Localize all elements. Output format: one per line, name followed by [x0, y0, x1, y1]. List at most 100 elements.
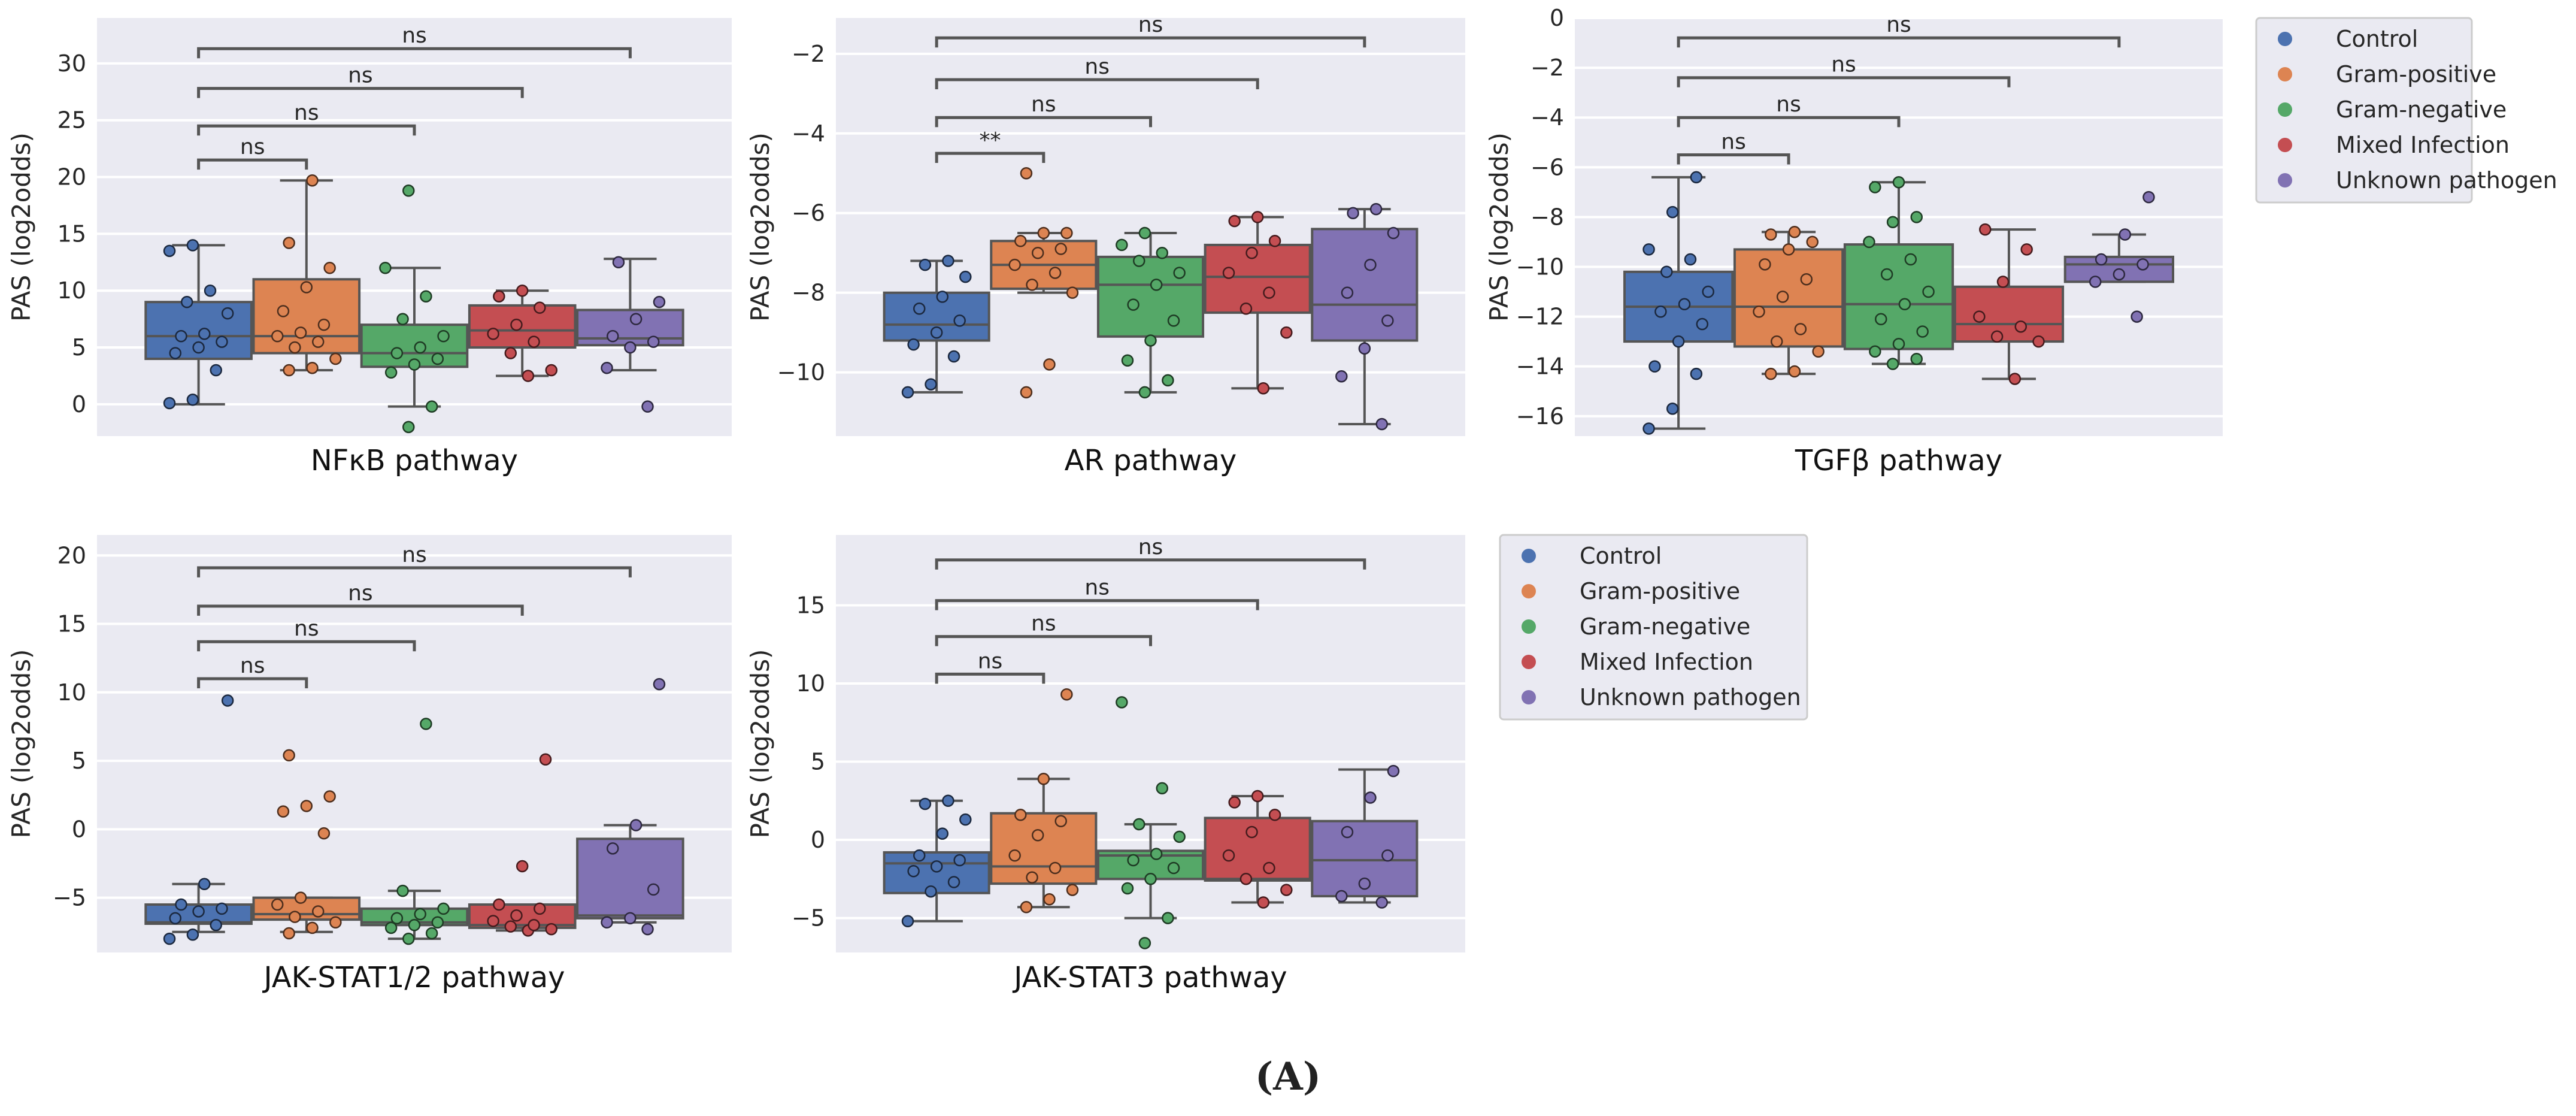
data-point [901, 386, 914, 399]
data-point [271, 329, 284, 343]
data-point [1228, 796, 1241, 809]
data-point [1863, 235, 1875, 249]
data-point [289, 341, 301, 354]
data-point [175, 329, 187, 343]
data-point [210, 364, 222, 377]
significance-label: ns [1776, 92, 1801, 117]
data-point [1173, 830, 1186, 843]
data-point [414, 341, 426, 354]
legend-marker [1522, 655, 1536, 669]
data-point [925, 885, 937, 898]
data-point [641, 923, 654, 936]
data-point [1875, 313, 1887, 325]
data-point [487, 915, 499, 927]
data-point [2095, 253, 2108, 266]
data-point [504, 920, 517, 933]
box-iqr [1843, 243, 1954, 350]
data-point [907, 338, 920, 351]
data-point [1973, 310, 1986, 323]
data-point [306, 921, 319, 934]
data-point [283, 927, 295, 940]
box-unknown-pathogen [1311, 764, 1419, 909]
y-tick-label: 0 [811, 827, 825, 853]
y-tick-label: 25 [57, 107, 86, 134]
x-axis-label: NFκB pathway [311, 444, 518, 477]
data-point [1156, 246, 1169, 259]
legend-marker [2278, 173, 2292, 187]
data-point [1263, 286, 1275, 299]
significance-label: ns [1084, 55, 1110, 79]
x-axis-label: JAK-STAT3 pathway [1012, 961, 1287, 994]
y-tick-label: −5 [53, 885, 86, 911]
data-point [1666, 403, 1679, 415]
data-point [384, 366, 398, 379]
data-point [1173, 267, 1186, 279]
data-point [510, 909, 523, 922]
data-point [1696, 317, 1709, 331]
legend-marker [1522, 549, 1536, 563]
data-point [294, 326, 307, 339]
box-mixed-infection [468, 753, 577, 937]
data-point [1381, 314, 1394, 327]
data-point [1060, 226, 1073, 240]
y-tick-label: −2 [792, 41, 825, 67]
data-point [1375, 896, 1388, 909]
data-point [186, 394, 199, 406]
legend-2: Control Gram-positive Gram-negative Mixed I… [1499, 534, 1808, 721]
box-iqr [1311, 228, 1419, 342]
box-iqr [1953, 285, 2065, 343]
data-point [1806, 235, 1819, 249]
y-tick-label: −6 [1531, 154, 1564, 180]
significance-label: ns [294, 101, 319, 125]
data-point [283, 364, 295, 377]
data-point [528, 919, 540, 931]
data-point [1222, 849, 1235, 862]
data-point [959, 813, 972, 826]
data-point [1996, 276, 2010, 288]
data-point [2119, 228, 2132, 241]
figure-panel-label: (A) [1254, 1054, 1322, 1099]
significance-bracket [935, 78, 1259, 90]
data-point [277, 305, 290, 317]
y-tick-label: 20 [57, 542, 86, 568]
significance-bracket [1677, 36, 2121, 48]
data-point [1335, 370, 1348, 383]
significance-bracket [197, 124, 416, 136]
box-mixed-infection [1204, 211, 1311, 395]
significance-bracket [935, 116, 1152, 128]
data-point [647, 335, 660, 348]
data-point [192, 341, 205, 354]
significance-label: ns [348, 581, 373, 606]
data-point [311, 905, 325, 918]
y-tick-label: −4 [1531, 104, 1564, 131]
box-gram-negative [360, 185, 469, 434]
data-point [1387, 226, 1400, 240]
box-gram-positive [252, 174, 361, 377]
data-point [1031, 828, 1044, 842]
data-point [1369, 202, 1383, 216]
data-point [936, 827, 949, 840]
data-point [1251, 790, 1264, 803]
data-point [379, 262, 392, 274]
y-tick-label: −10 [1516, 253, 1564, 280]
data-point [425, 927, 438, 940]
data-point [425, 400, 438, 413]
data-point [936, 291, 949, 303]
data-point [528, 335, 540, 348]
data-point [271, 898, 284, 911]
data-point [1684, 253, 1697, 266]
data-point [1886, 216, 1899, 228]
box-unknown-pathogen [2063, 190, 2175, 323]
data-point [1127, 298, 1139, 311]
data-point [1138, 386, 1151, 399]
data-point [1043, 893, 1056, 906]
data-point [402, 421, 415, 434]
data-point [431, 916, 444, 929]
data-point [420, 290, 432, 303]
data-point [180, 295, 193, 309]
data-point [1776, 291, 1789, 303]
significance-label: ns [978, 649, 1003, 673]
data-point [420, 718, 432, 730]
data-point [1116, 238, 1128, 252]
data-point [221, 694, 234, 707]
